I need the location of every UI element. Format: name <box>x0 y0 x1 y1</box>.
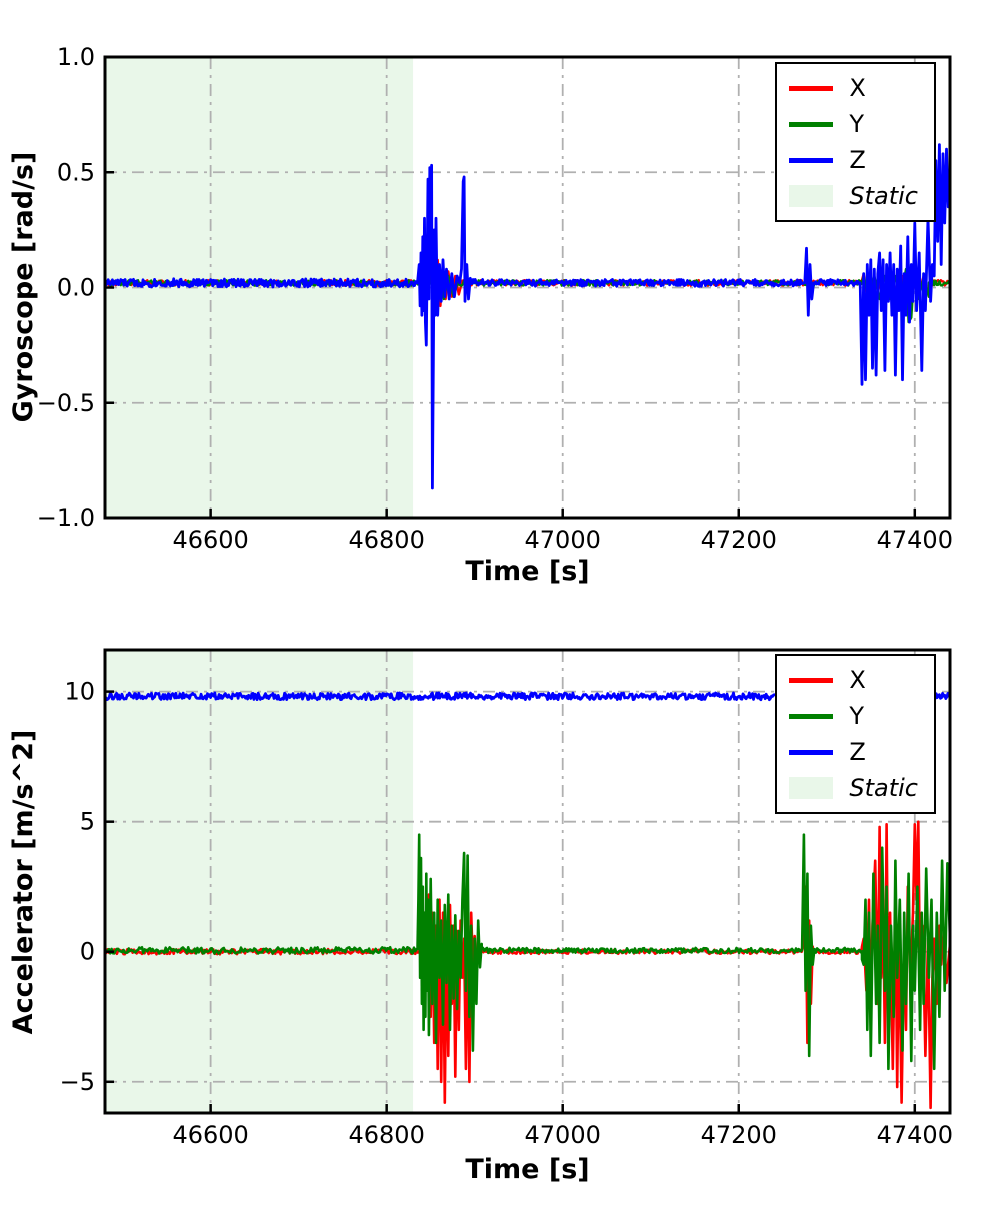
legend-item-z: Z <box>789 144 918 176</box>
x-tick-label: 47000 <box>525 526 601 554</box>
y-tick-label: 1.0 <box>57 43 95 71</box>
y-tick-label: −0.5 <box>37 389 95 417</box>
x-tick-label: 47000 <box>525 1121 601 1149</box>
gyroscope-legend: X Y Z Static <box>775 62 936 222</box>
y-tick-label: 0 <box>80 938 95 966</box>
legend-patch-swatch-static <box>789 185 834 207</box>
x-tick-label: 47200 <box>701 1121 777 1149</box>
static-region <box>105 650 414 1113</box>
legend-label-y: Y <box>849 702 865 730</box>
series-line-z <box>105 143 950 490</box>
x-tick-label: 46800 <box>348 1121 424 1149</box>
gyroscope-x-axis-label: Time [s] <box>465 556 590 587</box>
gyroscope-y-axis-label: Gyroscope [rad/s] <box>8 151 39 423</box>
accelerometer-legend: X Y Z Static <box>775 654 936 814</box>
accelerometer-y-axis-label: Accelerator [m/s^2] <box>8 729 39 1035</box>
legend-label-y: Y <box>849 110 865 138</box>
y-tick-label: 10 <box>64 678 95 706</box>
x-tick-label: 46600 <box>172 526 248 554</box>
legend-line-swatch-z <box>789 157 834 163</box>
plot-border <box>103 648 952 1115</box>
y-tick-label: 5 <box>80 808 95 836</box>
legend-line-swatch-y <box>789 121 834 127</box>
legend-line-swatch-x <box>789 85 834 91</box>
x-tick-label: 47200 <box>701 526 777 554</box>
x-tick-label: 47400 <box>877 1121 953 1149</box>
accelerometer-chart: 46600 46800 47000 47200 47400 10 5 0 −5 Accelera… <box>0 614 992 1228</box>
x-tick-label: 47400 <box>877 526 953 554</box>
x-tick-label: 46600 <box>172 1121 248 1149</box>
legend-patch-swatch-static <box>789 777 834 799</box>
legend-label-static: Static <box>849 182 918 210</box>
series-line-y <box>105 833 950 1071</box>
gyroscope-chart: 46600 46800 47000 47200 47400 1.0 0.5 0.0 −0.5 −1… <box>8 43 953 587</box>
legend-label-z: Z <box>849 146 866 174</box>
legend-label-z: Z <box>849 738 866 766</box>
legend-item-z: Z <box>789 736 918 768</box>
legend-item-static: Static <box>789 180 918 212</box>
legend-item-x: X <box>789 72 918 104</box>
legend-line-swatch-y <box>789 713 834 719</box>
legend-line-swatch-z <box>789 749 834 755</box>
legend-label-x: X <box>849 666 866 694</box>
y-tick-label: −1.0 <box>37 504 95 532</box>
legend-line-swatch-x <box>789 677 834 683</box>
legend-item-y: Y <box>789 108 918 140</box>
gyroscope-plot-area: 46600 46800 47000 47200 47400 1.0 0.5 0.0 −0.5 −1… <box>37 43 953 554</box>
y-tick-label: −5 <box>60 1068 95 1096</box>
legend-item-static: Static <box>789 772 918 804</box>
y-tick-label: 0.0 <box>57 274 95 302</box>
accelerometer-plot-area: 46600 46800 47000 47200 47400 10 5 0 −5 <box>60 648 953 1149</box>
legend-item-y: Y <box>789 700 918 732</box>
legend-label-static: Static <box>849 774 918 802</box>
y-tick-label: 0.5 <box>57 158 95 186</box>
legend-item-x: X <box>789 664 918 696</box>
accelerometer-x-axis-label: Time [s] <box>465 1154 590 1185</box>
legend-label-x: X <box>849 74 866 102</box>
x-tick-label: 46800 <box>348 526 424 554</box>
